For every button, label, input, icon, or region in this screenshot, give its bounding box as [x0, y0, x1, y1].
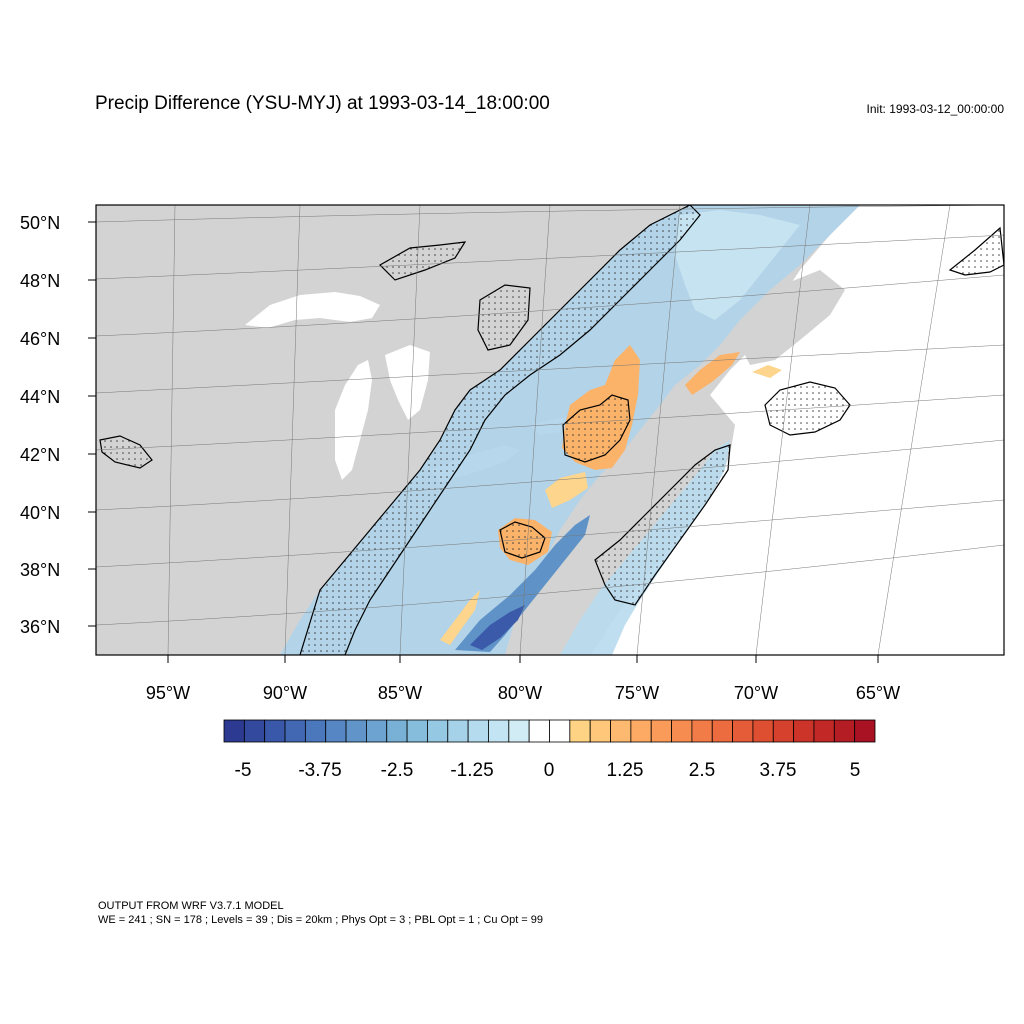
lat-label-36n: 36°N [20, 617, 60, 637]
colorbar-swatch [691, 719, 713, 743]
colorbar-swatch [752, 719, 774, 743]
colorbar-swatch [447, 719, 469, 743]
lat-label-50n: 50°N [20, 213, 60, 233]
colorbar-swatch [284, 719, 306, 743]
colorbar-label: 5 [850, 760, 861, 781]
colorbar-swatch [386, 719, 408, 743]
lon-label-95w: 95°W [146, 683, 190, 703]
colorbar-swatch [772, 719, 795, 743]
colorbar-swatch [569, 719, 591, 743]
colorbar-label: 1.25 [607, 760, 644, 781]
latitude-axis: 50°N 48°N 46°N 44°N 42°N 40°N 38°N 36°N [20, 213, 96, 637]
colorbar-swatch [650, 719, 672, 743]
colorbar-swatch [406, 719, 428, 743]
lon-label-80w: 80°W [498, 683, 542, 703]
colorbar-swatch [304, 719, 327, 743]
lat-label-40n: 40°N [20, 503, 60, 523]
longitude-axis: 95°W 90°W 85°W 80°W 75°W 70°W 65°W [146, 655, 900, 703]
colorbar-swatch [854, 719, 876, 743]
graticule [96, 205, 1004, 655]
significance-stipple-on [379, 241, 531, 351]
colorbar-swatch [833, 719, 856, 743]
map-area [96, 205, 1004, 655]
colorbar-swatch [711, 719, 733, 743]
colorbar-swatch [345, 719, 367, 743]
lon-label-85w: 85°W [378, 683, 422, 703]
strong-negative-core [455, 515, 590, 652]
colorbar-swatch [508, 719, 530, 743]
plot-title: Precip Difference (YSU-MYJ) at 1993-03-1… [95, 93, 550, 114]
lat-label-38n: 38°N [20, 560, 60, 580]
colorbar-swatch [427, 719, 449, 743]
positive-precip-region-ma [685, 352, 740, 395]
colorbar-label: -3.75 [298, 760, 341, 781]
lat-label-48n: 48°N [20, 271, 60, 291]
colorbar-swatch [630, 719, 652, 743]
negative-precip-northeast [675, 210, 800, 320]
map-frame [95, 204, 1005, 656]
colorbar-swatch [671, 719, 693, 743]
init-time-label: Init: 1993-03-12_00:00:00 [866, 102, 1004, 116]
colorbar [223, 719, 876, 743]
colorbar-label: 0 [544, 760, 555, 781]
colorbar-swatch [793, 719, 815, 743]
colorbar-swatch [223, 719, 245, 743]
colorbar-swatch [488, 719, 510, 743]
footer-run-config: WE = 241 ; SN = 178 ; Levels = 39 ; Dis … [98, 914, 544, 926]
significance-stipple-wi [99, 435, 153, 469]
colorbar-swatch [366, 719, 388, 743]
significance-stipple-va [499, 521, 546, 559]
colorbar-label: -2.5 [381, 760, 414, 781]
lat-label-42n: 42°N [20, 445, 60, 465]
lake-michigan [335, 360, 372, 480]
significance-stipple-nova-scotia [948, 226, 1004, 276]
colorbar-swatch [467, 719, 489, 743]
colorbar-label: 3.75 [760, 760, 797, 781]
lat-label-46n: 46°N [20, 329, 60, 349]
lon-label-75w: 75°W [615, 683, 659, 703]
lat-label-44n: 44°N [20, 387, 60, 407]
colorbar-swatch [732, 719, 754, 743]
colorbar-label: -5 [235, 760, 252, 781]
significance-stipple-coast [594, 444, 731, 606]
colorbar-swatch [813, 719, 835, 743]
colorbar-labels: -5 -3.75 -2.5 -1.25 0 1.25 2.5 3.75 5 [235, 760, 861, 781]
footer-model-info: OUTPUT FROM WRF V3.7.1 MODEL [98, 900, 284, 912]
maritimes-land [740, 270, 845, 365]
colorbar-swatch [589, 719, 611, 743]
lon-label-90w: 90°W [263, 683, 307, 703]
significance-stipple [299, 205, 701, 655]
lon-label-65w: 65°W [856, 683, 900, 703]
colorbar-swatch [610, 719, 632, 743]
colorbar-swatch [325, 719, 347, 743]
colorbar-label: 2.5 [689, 760, 715, 781]
strongest-negative-core [470, 605, 525, 650]
colorbar-swatch [264, 719, 286, 743]
colorbar-swatch [549, 719, 571, 743]
lake-superior [245, 292, 380, 328]
lon-label-70w: 70°W [734, 683, 778, 703]
lake-huron [385, 345, 430, 420]
colorbar-swatch [243, 719, 266, 743]
colorbar-label: -1.25 [450, 760, 493, 781]
colorbar-swatch [528, 719, 550, 743]
